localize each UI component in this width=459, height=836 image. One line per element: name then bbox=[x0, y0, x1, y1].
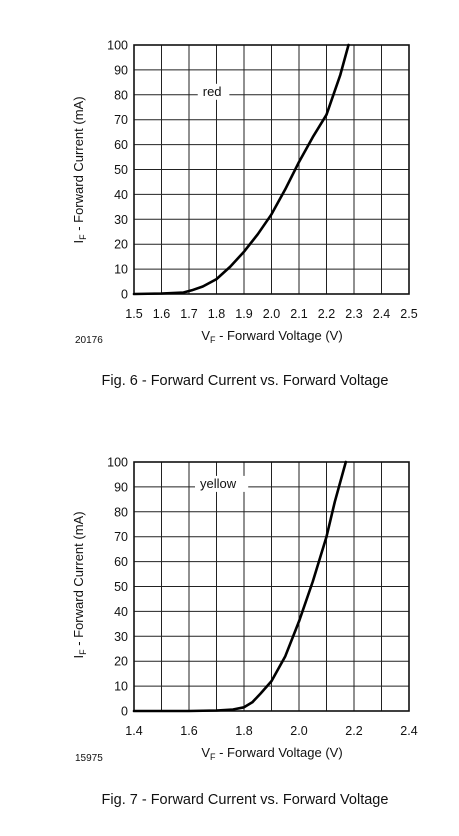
chart-2: yellow 0 10 20 30 40 50 60 70 80 90 100 1.4 1.6 1.8 2.0… bbox=[71, 456, 418, 809]
series-label: red bbox=[203, 84, 222, 99]
y-tick-label: 80 bbox=[114, 505, 128, 519]
y-tick-label: 10 bbox=[114, 263, 128, 277]
y-axis-label: IF - Forward Current (mA) bbox=[71, 96, 88, 243]
series-label-bg bbox=[195, 475, 249, 492]
y-axis-label: IF - Forward Current (mA) bbox=[71, 511, 88, 658]
x-tick-label: 1.8 bbox=[235, 724, 252, 738]
x-tick-label: 1.5 bbox=[125, 307, 142, 321]
y-tick-label: 100 bbox=[107, 39, 128, 53]
x-axis-label: VF - Forward Voltage (V) bbox=[201, 745, 342, 762]
x-tick-label: 2.2 bbox=[318, 307, 335, 321]
y-tick-label: 10 bbox=[114, 680, 128, 694]
plot-frame bbox=[133, 461, 410, 712]
y-tick-label: 50 bbox=[114, 580, 128, 594]
series-label: yellow bbox=[200, 476, 237, 491]
x-tick-label: 2.1 bbox=[290, 307, 307, 321]
y-tick-label: 30 bbox=[114, 630, 128, 644]
x-tick-label: 2.2 bbox=[345, 724, 362, 738]
y-tick-label: 20 bbox=[114, 655, 128, 669]
series-line bbox=[132, 43, 350, 296]
y-tick-label: 0 bbox=[121, 288, 128, 302]
y-tick-label: 50 bbox=[114, 163, 128, 177]
x-tick-label: 2.3 bbox=[345, 307, 362, 321]
x-tick-label: 1.6 bbox=[180, 724, 197, 738]
plot-frame bbox=[133, 44, 410, 295]
figure-caption: Fig. 6 - Forward Current vs. Forward Vol… bbox=[102, 373, 389, 389]
y-tick-label: 40 bbox=[114, 605, 128, 619]
x-tick-label: 2.0 bbox=[290, 724, 307, 738]
x-tick-label: 1.8 bbox=[208, 307, 225, 321]
series-line bbox=[132, 460, 348, 713]
y-tick-label: 0 bbox=[121, 705, 128, 719]
x-tick-label: 2.4 bbox=[400, 724, 417, 738]
y-tick-label: 90 bbox=[114, 480, 128, 494]
x-tick-label: 2.5 bbox=[400, 307, 417, 321]
y-tick-label: 70 bbox=[114, 530, 128, 544]
figure-caption: Fig. 7 - Forward Current vs. Forward Vol… bbox=[102, 792, 389, 808]
y-tick-label: 80 bbox=[114, 88, 128, 102]
x-tick-label: 1.6 bbox=[153, 307, 170, 321]
y-tick-label: 30 bbox=[114, 213, 128, 227]
y-tick-label: 40 bbox=[114, 188, 128, 202]
series-label-bg bbox=[197, 83, 230, 100]
y-tick-label: 100 bbox=[107, 456, 128, 470]
figure-id: 15975 bbox=[75, 753, 103, 764]
y-tick-label: 20 bbox=[114, 238, 128, 252]
x-axis-label: VF - Forward Voltage (V) bbox=[201, 328, 342, 345]
x-tick-label: 2.0 bbox=[263, 307, 280, 321]
y-tick-label: 60 bbox=[114, 138, 128, 152]
x-tick-label: 1.4 bbox=[125, 724, 142, 738]
x-tick-label: 1.9 bbox=[235, 307, 252, 321]
y-tick-label: 90 bbox=[114, 63, 128, 77]
y-tick-label: 60 bbox=[114, 555, 128, 569]
y-tick-label: 70 bbox=[114, 113, 128, 127]
figure-id: 20176 bbox=[75, 335, 103, 346]
x-tick-label: 2.4 bbox=[373, 307, 390, 321]
chart-1: red 0 10 20 30 40 50 60 70 80 90 100 1.5 1.6 1.7 1.8 1.9… bbox=[71, 39, 418, 390]
x-tick-label: 1.7 bbox=[180, 307, 197, 321]
